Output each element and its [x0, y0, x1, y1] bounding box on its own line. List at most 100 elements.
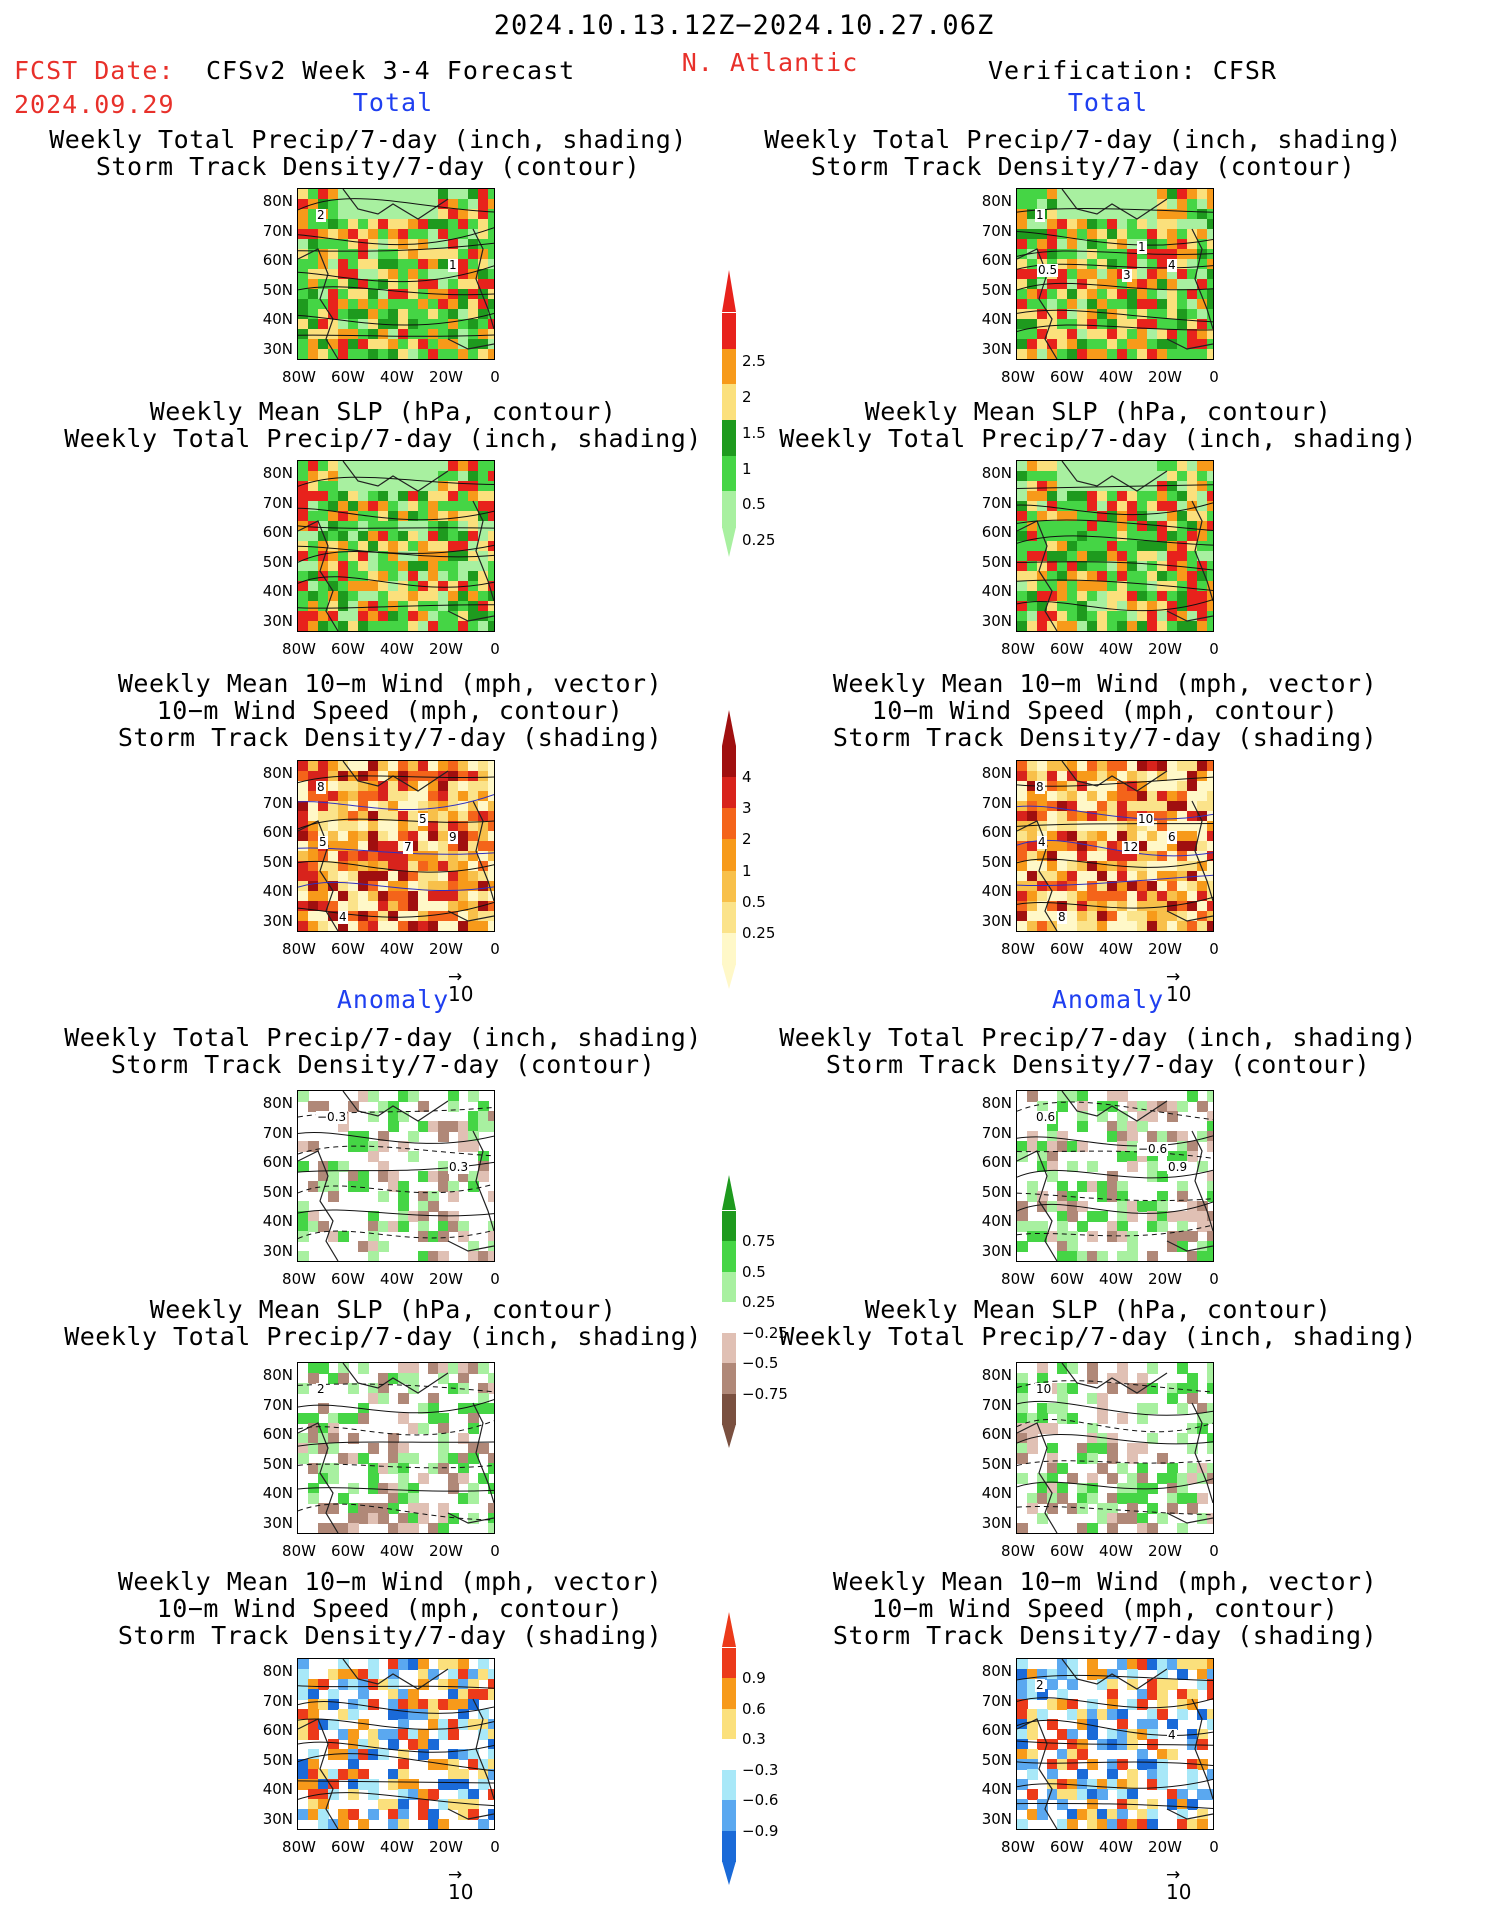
shading-cell: [348, 761, 359, 772]
shading-cell: [408, 761, 419, 772]
shading-cell: [1127, 269, 1138, 280]
shading-cell: [1187, 571, 1198, 582]
shading-cell: [378, 289, 389, 300]
shading-cell: [1197, 1241, 1208, 1252]
shading-cell: [1077, 1181, 1088, 1192]
shading-cell: [368, 299, 379, 310]
shading-cell: [1117, 1819, 1128, 1829]
shading-cell: [1147, 551, 1158, 562]
shading-cell: [408, 219, 419, 230]
shading-cell: [1187, 521, 1198, 532]
shading-cell: [478, 319, 489, 330]
shading-cell: [1117, 791, 1128, 802]
shading-cell: [398, 1363, 409, 1374]
shading-cell: [338, 189, 349, 200]
shading-cell: [408, 1503, 419, 1514]
shading-cell: [1057, 1689, 1068, 1700]
shading-cell: [1017, 1241, 1028, 1252]
shading-cell: [428, 521, 439, 532]
shading-cell: [1027, 791, 1038, 802]
shading-cell: [418, 1423, 429, 1434]
shading-cell: [1017, 781, 1028, 792]
shading-cell: [298, 761, 309, 772]
shading-cell: [478, 1393, 489, 1404]
shading-cell: [1097, 891, 1108, 902]
shading-cell: [1017, 481, 1028, 492]
shading-cell: [348, 801, 359, 812]
shading-cell: [348, 189, 359, 200]
shading-cell: [1157, 229, 1168, 240]
shading-cell: [1057, 219, 1068, 230]
shading-cell: [1017, 1443, 1028, 1454]
shading-cell: [1107, 911, 1118, 922]
shading-cell: [1067, 1141, 1078, 1152]
shading-cell: [1097, 1433, 1108, 1444]
shading-cell: [1207, 781, 1213, 792]
shading-cell: [1137, 199, 1148, 210]
shading-cell: [1207, 591, 1213, 602]
shading-cell: [1077, 771, 1088, 782]
lat-tick-label: 50N: [262, 852, 293, 871]
shading-cell: [1137, 881, 1148, 892]
shading-cell: [1147, 1383, 1158, 1394]
shading-cell: [1067, 841, 1078, 852]
shading-cell: [368, 881, 379, 892]
shading-cell: [1067, 771, 1078, 782]
shading-cell: [308, 571, 319, 582]
shading-cell: [1177, 591, 1188, 602]
contour-label: 4: [1167, 258, 1177, 272]
shading-cell: [368, 1111, 379, 1122]
shading-cell: [1067, 551, 1078, 562]
lon-tick-label: 20W: [429, 640, 463, 658]
shading-cell: [458, 1383, 469, 1394]
shading-cell: [1047, 1483, 1058, 1494]
lat-tick-label: 80N: [981, 1662, 1012, 1680]
shading-cell: [348, 309, 359, 320]
shading-cell: [1117, 1121, 1128, 1132]
shading-cell: [388, 279, 399, 290]
shading-cell: [1097, 511, 1108, 522]
shading-cell: [1037, 1709, 1048, 1720]
shading-cell: [308, 461, 319, 472]
shading-cell: [1017, 841, 1028, 852]
shading-cell: [1127, 209, 1138, 220]
valid-period: 2024.10.13.12Z−2024.10.27.06Z: [493, 10, 995, 41]
colorbar-label: 0.9: [742, 1669, 766, 1688]
shading-cell: [1097, 1679, 1108, 1690]
track-anom-colorbar: 0.9 0.6 0.3 −0.3 −0.6 −0.9: [722, 1612, 778, 1897]
shading-cell: [1087, 1523, 1098, 1533]
shading-cell: [358, 1091, 369, 1102]
shading-cell: [398, 831, 409, 842]
shading-cell: [1067, 811, 1078, 822]
shading-cell: [348, 901, 359, 912]
shading-cell: [358, 1453, 369, 1464]
shading-cell: [1107, 511, 1118, 522]
shading-cell: [328, 289, 339, 300]
shading-cell: [298, 1769, 309, 1780]
shading-cell: [1177, 1523, 1188, 1533]
shading-cell: [318, 279, 329, 290]
shading-cell: [1027, 229, 1038, 240]
shading-cell: [308, 1463, 319, 1474]
shading-cell: [328, 1699, 339, 1710]
shading-cell: [368, 471, 379, 482]
shading-cell: [1087, 481, 1098, 492]
shading-cell: [438, 531, 449, 542]
shading-cell: [428, 791, 439, 802]
shading-cell: [458, 771, 469, 782]
shading-cell: [1127, 591, 1138, 602]
shading-cell: [358, 1513, 369, 1524]
shading-cell: [418, 289, 429, 300]
shading-cell: [378, 471, 389, 482]
shading-cell: [1107, 621, 1118, 631]
shading-cell: [438, 841, 449, 852]
shading-cell: [338, 1769, 349, 1780]
shading-cell: [378, 811, 389, 822]
shading-cell: [358, 1689, 369, 1700]
shading-cell: [1207, 1679, 1213, 1690]
shading-cell: [1187, 491, 1198, 502]
shading-cell: [1017, 911, 1028, 922]
contour-line: [298, 1441, 494, 1447]
shading-cell: [1127, 551, 1138, 562]
shading-cell: [1137, 339, 1148, 350]
